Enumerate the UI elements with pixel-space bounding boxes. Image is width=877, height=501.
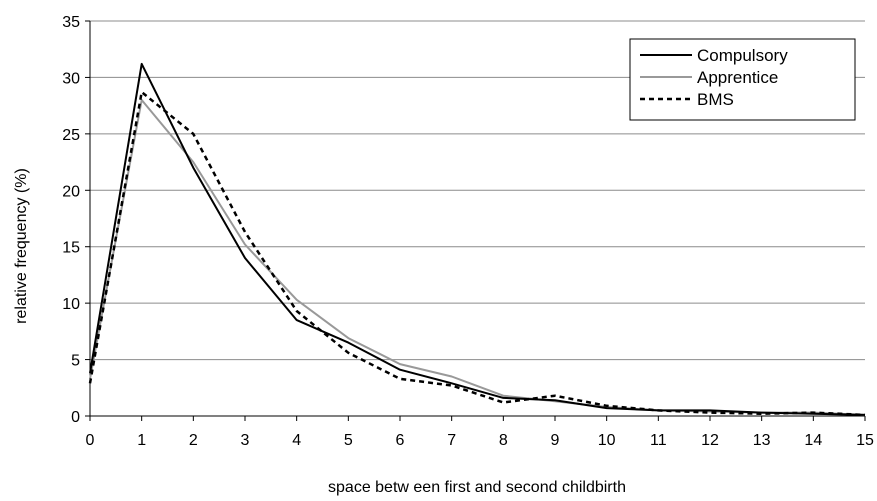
legend-label-bms: BMS <box>697 90 734 109</box>
y-tick-label: 10 <box>62 296 80 313</box>
x-tick-label: 13 <box>753 432 771 449</box>
x-tick-label: 1 <box>137 432 146 449</box>
x-tick-label: 3 <box>241 432 250 449</box>
x-tick-label: 14 <box>804 432 822 449</box>
y-tick-label: 5 <box>71 353 80 370</box>
x-axis-ticks: 0 1 2 3 4 5 6 7 8 9 10 11 12 13 14 15 <box>86 416 874 449</box>
x-tick-label: 4 <box>292 432 301 449</box>
series-line-bms <box>88 90 866 417</box>
x-tick-label: 9 <box>551 432 560 449</box>
x-tick-label: 2 <box>189 432 198 449</box>
y-tick-label: 30 <box>62 70 80 87</box>
series-line-compulsory <box>89 62 866 416</box>
x-tick-label: 8 <box>499 432 508 449</box>
y-tick-label: 20 <box>62 183 80 200</box>
x-tick-label: 5 <box>344 432 353 449</box>
y-tick-label: 25 <box>62 127 80 144</box>
x-tick-label: 15 <box>856 432 874 449</box>
gridlines <box>90 20 865 361</box>
x-axis-label: space betw een first and second childbir… <box>328 479 626 496</box>
x-tick-label: 6 <box>396 432 405 449</box>
x-tick-label: 7 <box>447 432 456 449</box>
x-tick-label: 0 <box>86 432 95 449</box>
y-axis-label: relative frequency (%) <box>13 168 30 324</box>
legend: Compulsory Apprentice BMS <box>629 38 856 121</box>
series-lines <box>88 62 866 417</box>
y-tick-label: 15 <box>62 240 80 257</box>
y-tick-label: 0 <box>71 409 80 426</box>
legend-label-apprentice: Apprentice <box>697 68 778 87</box>
legend-box <box>629 38 856 121</box>
y-axis-ticks: 0 5 10 15 20 25 30 35 <box>62 14 90 426</box>
axes <box>89 21 865 417</box>
legend-label-compulsory: Compulsory <box>697 46 788 65</box>
x-tick-label: 11 <box>650 432 667 449</box>
x-tick-label: 10 <box>598 432 616 449</box>
series-line-apprentice <box>89 99 866 416</box>
y-tick-label: 35 <box>62 14 80 31</box>
x-tick-label: 12 <box>701 432 719 449</box>
